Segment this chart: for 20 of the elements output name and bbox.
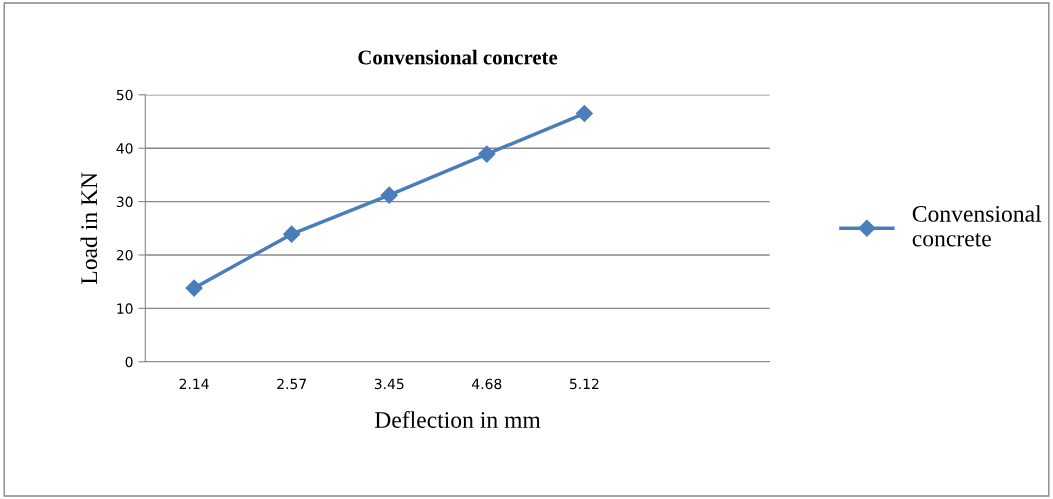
- x-tick-label: 2.14: [179, 378, 209, 389]
- legend-label: Convensional concrete: [912, 205, 1042, 247]
- point: [575, 104, 593, 123]
- x-tick-label: 2.57: [277, 378, 306, 390]
- x-axis-title: Deflection in mm: [374, 411, 541, 428]
- point: [283, 225, 301, 243]
- y-tick-label: 20: [116, 249, 133, 261]
- y-tick-label: 0: [125, 356, 133, 368]
- y-tick-label: 50: [116, 89, 133, 101]
- y-axis-title: Load in KN: [80, 172, 98, 285]
- x-tick-label: 5.12: [569, 378, 599, 390]
- point: [380, 186, 398, 204]
- y-tick-label: 10: [117, 303, 133, 314]
- y-tick-label: 40: [116, 143, 133, 154]
- chart-title: Convensional concrete: [358, 49, 558, 65]
- point: [185, 279, 203, 297]
- point: [478, 145, 496, 163]
- x-tick-label: 4.68: [472, 378, 502, 390]
- y-tick-label: 30: [116, 196, 133, 208]
- x-tick-label: 3.45: [374, 378, 404, 390]
